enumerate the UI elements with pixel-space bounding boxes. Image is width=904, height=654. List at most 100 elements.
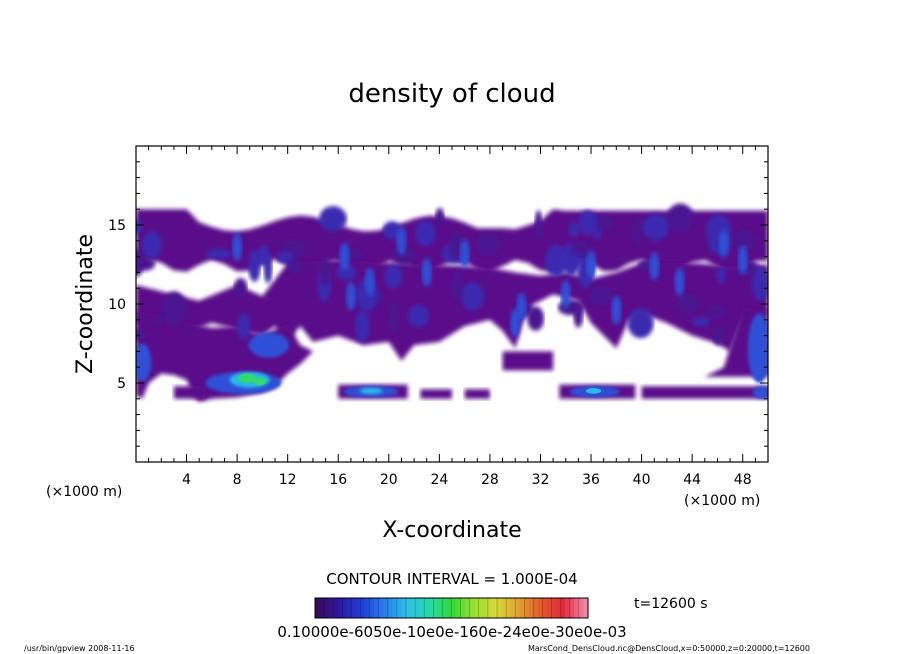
cloud-structure — [205, 248, 232, 260]
cloud-structure — [474, 233, 502, 256]
x-unit-right: (×1000 m) — [684, 493, 760, 509]
colorbar-swatch — [487, 598, 494, 618]
colorbar-swatch — [369, 598, 375, 618]
colorbar-swatch — [442, 598, 448, 618]
y-tick-label: 5 — [117, 376, 126, 392]
x-tick-label: 8 — [233, 472, 242, 488]
cloud-structure — [136, 219, 143, 234]
cloud-structure — [589, 285, 612, 306]
cloud-structure — [142, 231, 162, 260]
colorbar — [314, 598, 589, 618]
cloud-structure — [545, 244, 568, 277]
colorbar-swatch — [396, 598, 403, 618]
cloud-structure — [666, 203, 694, 233]
cloud-structure-blue — [649, 251, 660, 281]
colorbar-swatch — [556, 598, 562, 618]
colorbar-swatch — [551, 598, 557, 618]
contour-interval: CONTOUR INTERVAL = 1.000E-04 — [326, 570, 577, 588]
cloud-structure-blue — [421, 258, 432, 287]
cloud-structure-blue — [585, 250, 597, 279]
dense-right-edge — [747, 313, 768, 383]
cloud-structure-blue — [516, 292, 527, 322]
y-tick-label: 10 — [108, 297, 126, 313]
x-tick-label: 16 — [329, 472, 347, 488]
colorbar-swatch — [378, 598, 384, 618]
dense-peak-left — [253, 377, 267, 386]
colorbar-swatch — [583, 598, 589, 618]
cloud-structure — [451, 269, 464, 302]
cloud-structure-blue — [396, 226, 407, 256]
colorbar-swatch — [469, 598, 475, 618]
cloud-structure-blue — [611, 296, 622, 325]
colorbar-swatch — [342, 598, 348, 618]
x-tick-label: 12 — [279, 472, 297, 488]
y-axis: 5 10 15 — [108, 161, 768, 447]
colorbar-swatch — [374, 598, 380, 618]
colorbar-swatch — [547, 598, 553, 618]
cloud-structure-blue — [674, 267, 685, 297]
colorbar-swatch — [569, 598, 575, 618]
colorbar-swatch — [465, 598, 471, 618]
colorbar-frame — [314, 597, 589, 619]
cloud-structure — [751, 266, 768, 301]
colorbar-swatch — [319, 598, 325, 618]
x-tick-label: 40 — [633, 472, 651, 488]
colorbar-swatch — [446, 598, 453, 618]
colorbar-swatch — [515, 598, 521, 618]
colorbar-swatch — [437, 598, 443, 618]
cloud-structure — [677, 293, 699, 314]
colorbar-swatch — [337, 598, 343, 618]
cloud-structure — [712, 325, 724, 346]
colorbar-swatch — [387, 598, 393, 618]
colorbar-swatch — [406, 598, 412, 618]
cloud-structure — [573, 302, 584, 328]
x-axis: 4 8 12 16 20 24 28 32 36 40 44 48 — [148, 146, 756, 488]
cloud-structure — [237, 313, 251, 340]
colorbar-swatch — [324, 598, 330, 618]
cloud-structure — [354, 310, 370, 343]
colorbar-swatch — [497, 598, 503, 618]
lower-band — [464, 389, 490, 399]
colorbar-swatch — [524, 598, 530, 618]
chart-title: density of cloud — [348, 79, 555, 109]
x-tick-label: 36 — [582, 472, 600, 488]
cloud-structure — [643, 213, 670, 241]
colorbar-swatch — [419, 598, 425, 618]
cloud-structure — [154, 313, 164, 326]
colorbar-swatch — [315, 598, 321, 618]
cloud-structure — [136, 328, 147, 341]
cloud-structure-blue — [339, 242, 350, 271]
x-tick-label: 24 — [430, 472, 448, 488]
colorbar-swatch — [492, 598, 498, 618]
colorbar-swatch — [478, 598, 484, 618]
colorbar-swatch — [528, 598, 534, 618]
cloud-structure — [384, 264, 403, 289]
colorbar-swatch — [578, 598, 585, 618]
cloud-structure-blue — [560, 280, 571, 309]
cloud-structure — [633, 216, 644, 247]
dense-band-left — [248, 332, 289, 358]
x-axis-label: X-coordinate — [382, 518, 521, 543]
colorbar-swatch — [560, 598, 566, 618]
cloud-structure — [415, 220, 436, 247]
cloud-structure-blue — [737, 245, 748, 274]
cloud-structure — [162, 291, 187, 326]
cloud-structure — [382, 221, 402, 240]
cloud-structure — [233, 278, 248, 297]
cloud-structure — [391, 246, 415, 266]
colorbar-swatch — [542, 598, 548, 618]
x-tick-label: 44 — [683, 472, 701, 488]
y-tick-label: 15 — [108, 218, 126, 234]
colorbar-swatch — [433, 598, 439, 618]
cloud-structure — [319, 257, 331, 286]
colorbar-swatch — [424, 598, 430, 618]
cloud-structure — [715, 267, 726, 283]
colorbar-swatch — [519, 598, 525, 618]
colorbar-swatch — [565, 598, 571, 618]
colorbar-swatch — [537, 598, 544, 618]
colorbar-swatch — [383, 598, 389, 618]
dense-right-edge — [752, 386, 768, 399]
cloud-structure-blue — [345, 281, 356, 311]
lower-band — [641, 386, 768, 399]
